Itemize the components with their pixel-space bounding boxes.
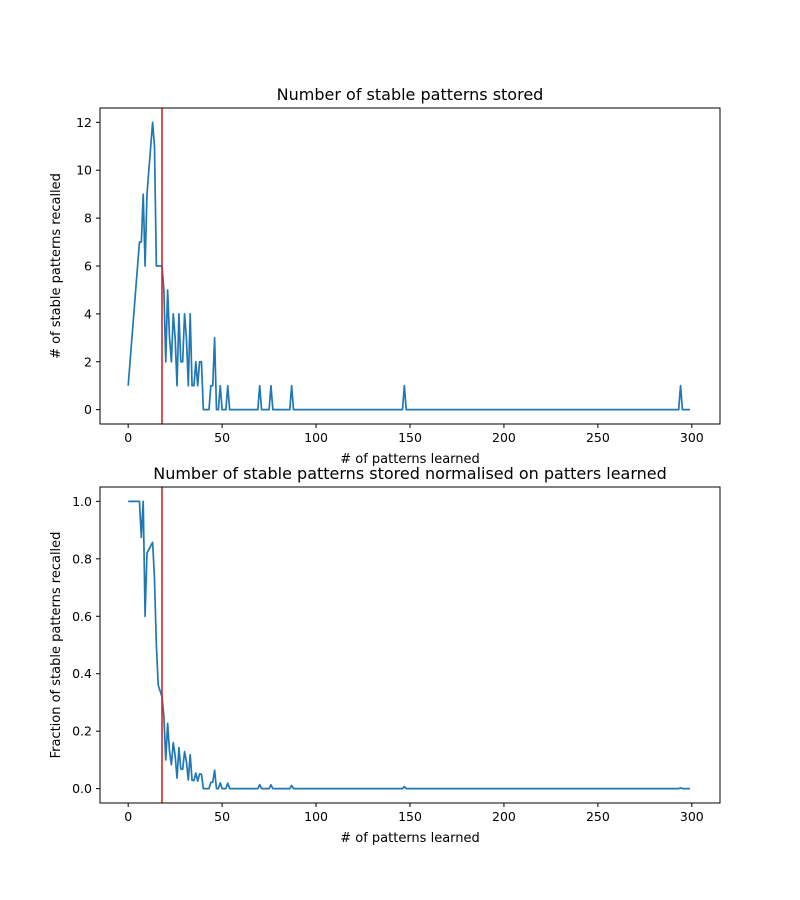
x-tick-label: 200 bbox=[492, 430, 516, 445]
chart-title: Number of stable patterns stored normali… bbox=[153, 464, 667, 483]
x-tick-label: 100 bbox=[304, 430, 328, 445]
y-tick-label: 2 bbox=[84, 354, 92, 369]
x-tick-label: 100 bbox=[304, 809, 328, 824]
x-tick-label: 250 bbox=[586, 430, 610, 445]
y-tick-label: 0.0 bbox=[72, 781, 92, 796]
x-tick-label: 150 bbox=[398, 430, 422, 445]
plot-frame bbox=[99, 486, 721, 804]
x-tick-label: 300 bbox=[680, 430, 704, 445]
y-axis-label: # of stable patterns recalled bbox=[49, 173, 64, 359]
y-tick-label: 0.4 bbox=[72, 666, 92, 681]
x-tick-label: 50 bbox=[214, 430, 230, 445]
y-tick-label: 0.6 bbox=[72, 609, 92, 624]
chart-2: Number of stable patterns stored normali… bbox=[49, 464, 721, 846]
x-tick-label: 0 bbox=[124, 430, 132, 445]
plot-frame bbox=[99, 107, 721, 425]
y-tick-label: 12 bbox=[76, 115, 92, 130]
y-axis-label: Fraction of stable patterns recalled bbox=[49, 532, 64, 759]
series-line bbox=[128, 500, 690, 790]
chart-title: Number of stable patterns stored bbox=[277, 85, 544, 104]
x-tick-label: 200 bbox=[492, 809, 516, 824]
y-tick-label: 0 bbox=[84, 402, 92, 417]
y-tick-label: 0.8 bbox=[72, 551, 92, 566]
x-tick-label: 250 bbox=[586, 809, 610, 824]
y-tick-label: 1.0 bbox=[72, 494, 92, 509]
x-tick-label: 150 bbox=[398, 809, 422, 824]
y-tick-label: 6 bbox=[84, 259, 92, 274]
y-tick-label: 10 bbox=[76, 163, 92, 178]
y-tick-label: 0.2 bbox=[72, 724, 92, 739]
x-axis-label: # of patterns learned bbox=[340, 831, 480, 846]
x-tick-label: 50 bbox=[214, 809, 230, 824]
x-tick-label: 300 bbox=[680, 809, 704, 824]
y-tick-label: 8 bbox=[84, 211, 92, 226]
x-axis-label: # of patterns learned bbox=[340, 452, 480, 467]
y-tick-label: 4 bbox=[84, 306, 92, 321]
series-line bbox=[127, 121, 690, 411]
x-tick-label: 0 bbox=[124, 809, 132, 824]
